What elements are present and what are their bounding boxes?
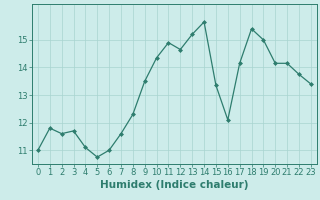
X-axis label: Humidex (Indice chaleur): Humidex (Indice chaleur)	[100, 180, 249, 190]
